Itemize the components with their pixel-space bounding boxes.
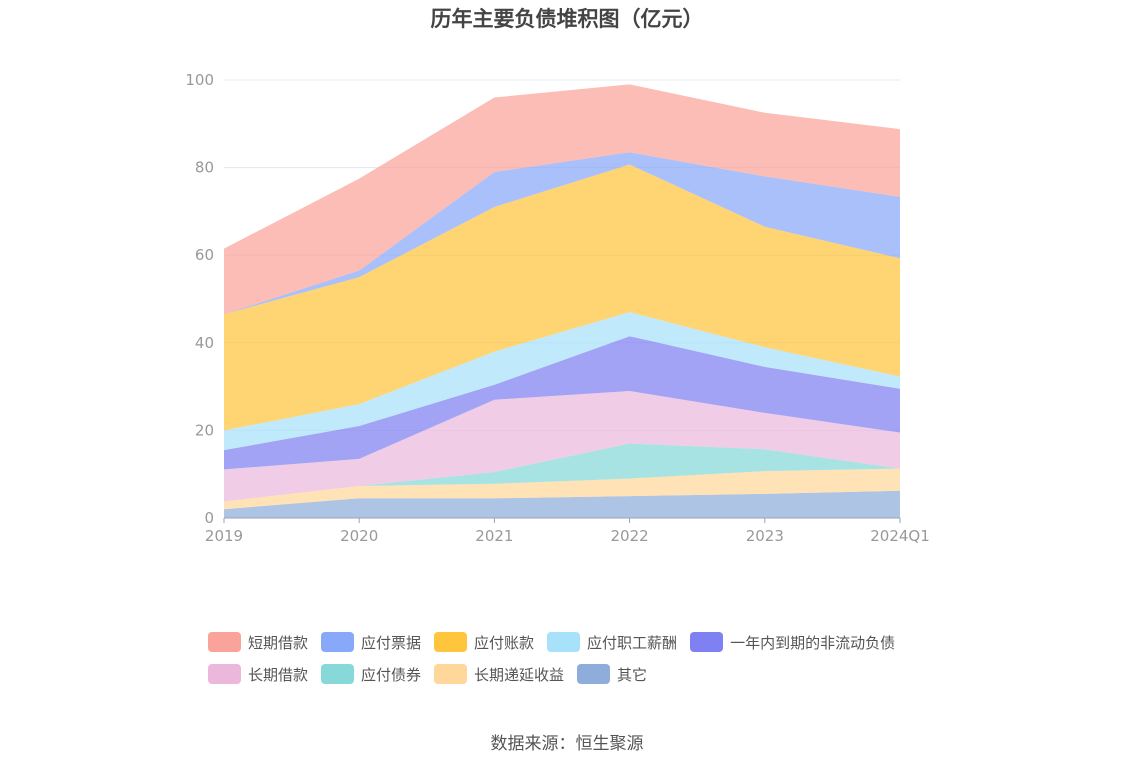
- area-series: [224, 443, 900, 502]
- legend-label: 应付职工薪酬: [587, 633, 678, 652]
- area-series: [224, 164, 900, 431]
- legend-label: 长期递延收益: [474, 665, 565, 684]
- legend-swatch: [321, 664, 355, 684]
- legend-swatch: [321, 632, 355, 652]
- legend-swatch: [690, 632, 724, 652]
- legend-label: 应付票据: [361, 633, 422, 652]
- legend-item-current-portion-noncurrent[interactable]: 一年内到期的非流动负债: [690, 632, 895, 652]
- legend-item-deferred-income[interactable]: 长期递延收益: [434, 664, 564, 684]
- area-series: [224, 490, 900, 518]
- x-tick-label: 2021: [475, 527, 513, 545]
- area-series: [224, 468, 900, 510]
- area-series: [224, 336, 900, 470]
- x-tick-label: 2023: [746, 527, 784, 545]
- legend-label: 应付账款: [474, 633, 535, 652]
- x-tick-label: 2024Q1: [870, 527, 930, 545]
- y-tick-label: 100: [185, 71, 214, 89]
- legend-item-payroll-payable[interactable]: 应付职工薪酬: [547, 632, 677, 652]
- legend-swatch: [208, 664, 241, 684]
- area-series: [224, 84, 900, 315]
- legend-label: 其它: [617, 665, 648, 684]
- y-tick-label: 80: [195, 159, 214, 177]
- y-tick-label: 40: [195, 334, 214, 352]
- legend-label: 一年内到期的非流动负债: [730, 633, 896, 652]
- legend-item-bonds-payable[interactable]: 应付债券: [321, 664, 421, 684]
- x-tick-label: 2020: [340, 527, 378, 545]
- legend-label: 应付债券: [361, 665, 422, 684]
- chart-title: 历年主要负债堆积图（亿元）: [430, 7, 704, 31]
- legend-swatch: [208, 632, 241, 652]
- legend: 短期借款 应付票据 应付账款 应付职工薪酬 一年内到期的非流动负债 长期借款 应…: [208, 632, 968, 684]
- legend-label: 短期借款: [248, 633, 309, 652]
- chart-source: 数据来源：恒生聚源: [490, 734, 644, 754]
- area-series: [224, 391, 900, 502]
- x-tick-label: 2022: [611, 527, 649, 545]
- legend-item-long-term-loans[interactable]: 长期借款: [208, 664, 308, 684]
- area-series: [224, 152, 900, 315]
- legend-swatch: [434, 632, 468, 652]
- legend-item-short-term-loans[interactable]: 短期借款: [208, 632, 308, 652]
- legend-swatch: [547, 632, 581, 652]
- legend-swatch: [577, 664, 611, 684]
- legend-item-accounts-payable[interactable]: 应付账款: [434, 632, 534, 652]
- legend-label: 长期借款: [248, 665, 309, 684]
- y-tick-label: 20: [195, 421, 214, 439]
- legend-item-other[interactable]: 其它: [577, 664, 647, 684]
- stacked-area-chart: 0 20 40 60 80 100 2019 2020 2021 2022 2023 2024Q1: [185, 71, 930, 545]
- y-tick-label: 60: [195, 246, 214, 264]
- legend-swatch: [434, 664, 468, 684]
- y-tick-label: 0: [204, 509, 214, 527]
- area-series: [224, 312, 900, 451]
- legend-item-notes-payable[interactable]: 应付票据: [321, 632, 421, 652]
- x-tick-label: 2019: [205, 527, 243, 545]
